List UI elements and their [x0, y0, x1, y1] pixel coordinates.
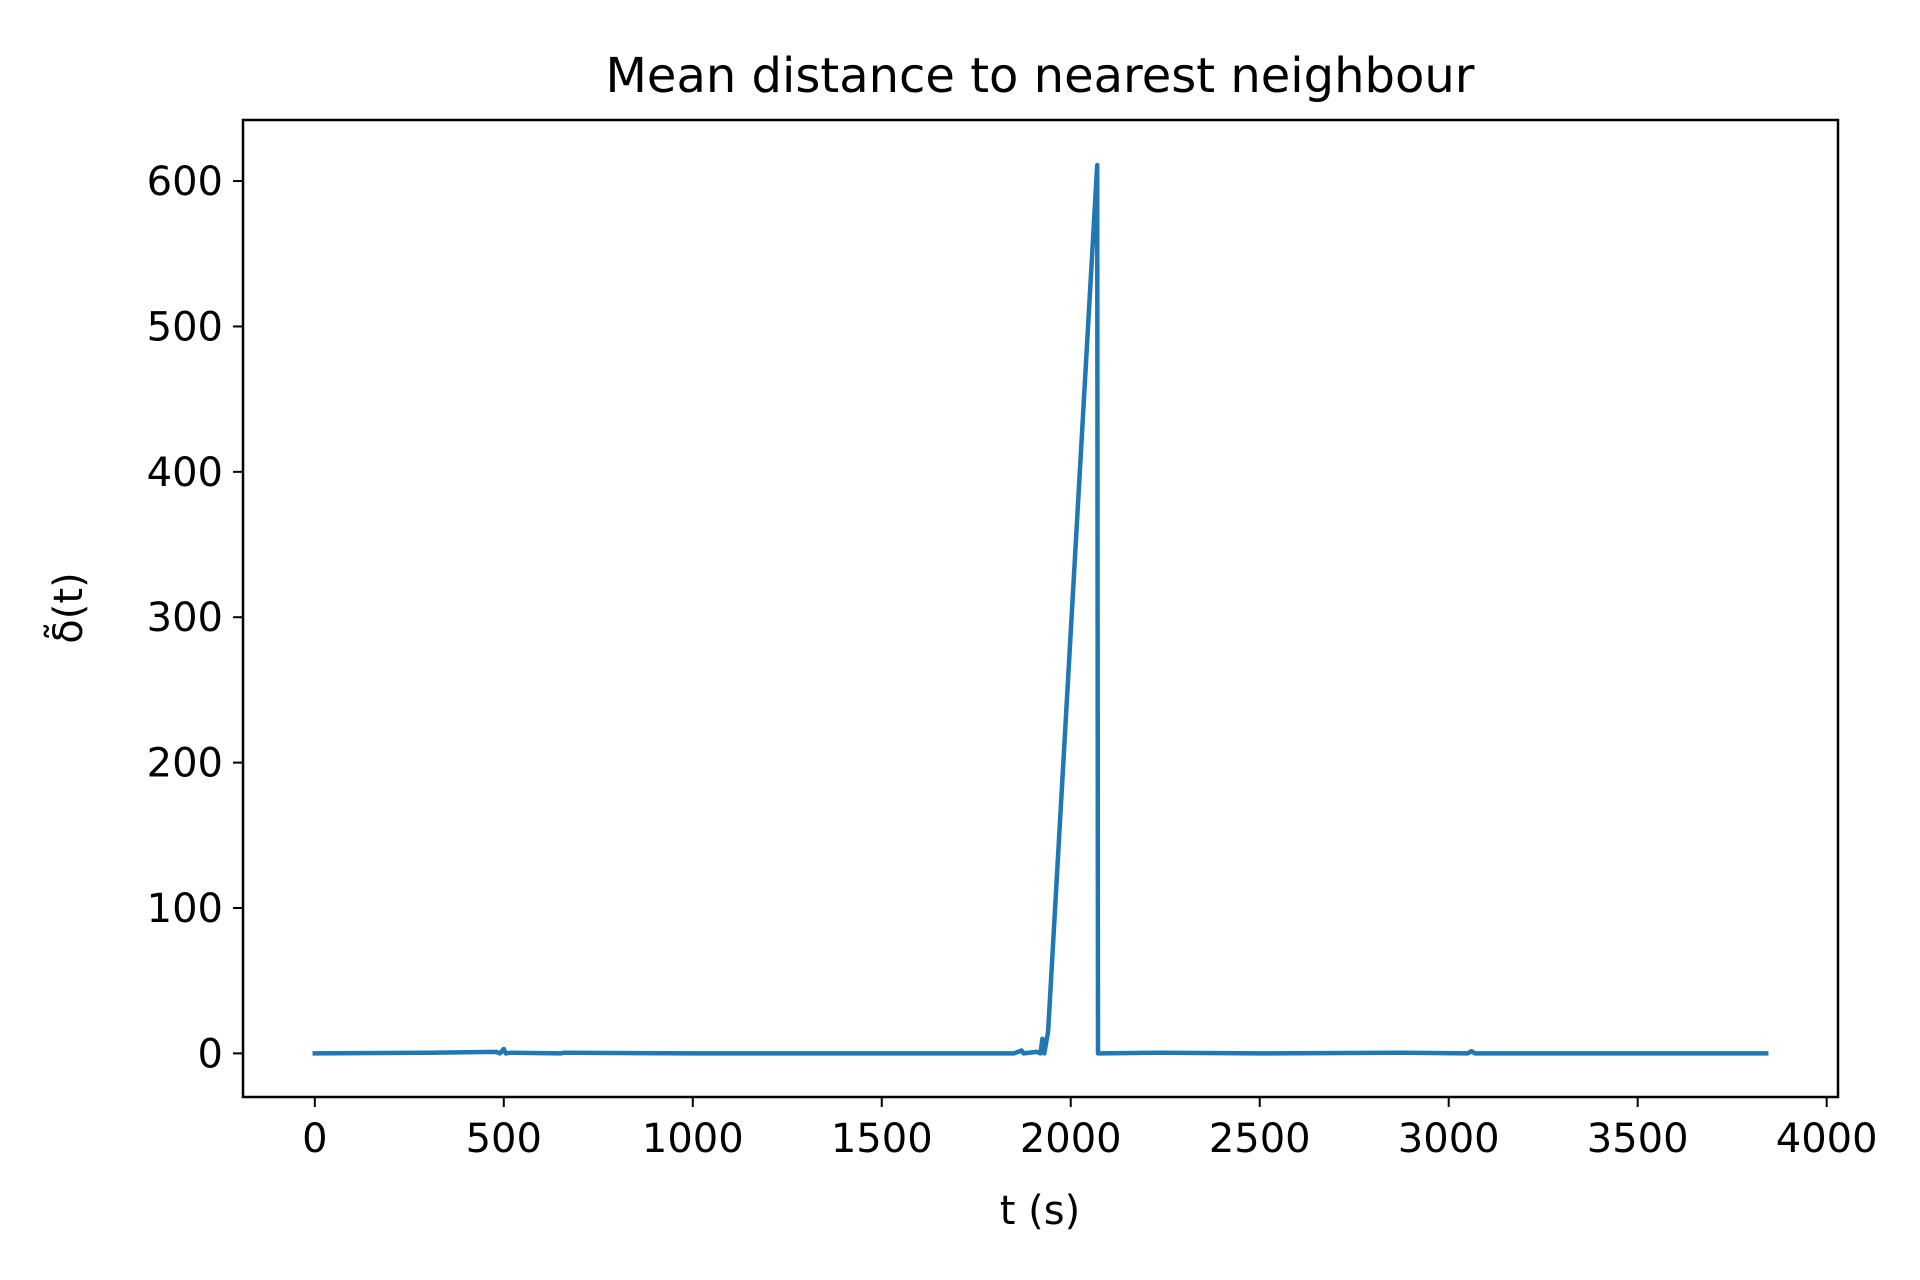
y-axis-label: δ̃(t) — [43, 572, 92, 643]
x-axis-label: t (s) — [1000, 1188, 1080, 1234]
x-tick-label: 500 — [466, 1116, 542, 1162]
plot-frame — [241, 118, 1840, 1099]
y-tick-label: 200 — [147, 741, 223, 787]
x-tick-label: 0 — [302, 1116, 327, 1162]
y-tick-label: 500 — [147, 304, 223, 350]
x-tick-label: 1000 — [642, 1116, 744, 1162]
y-tick-label: 400 — [147, 450, 223, 496]
y-axis: 0 100 200 300 400 500 600 — [147, 159, 243, 1077]
y-tick-label: 0 — [198, 1031, 223, 1077]
chart-title: Mean distance to nearest neighbour — [606, 48, 1475, 104]
series-line — [312, 162, 1769, 1056]
x-tick-label: 2500 — [1209, 1116, 1311, 1162]
x-tick-label: 1500 — [831, 1116, 933, 1162]
series-layer — [312, 162, 1769, 1056]
y-tick-label: 300 — [147, 595, 223, 641]
x-axis: 0 500 1000 1500 2000 2500 3000 3500 4000 — [302, 1097, 1878, 1162]
x-tick-label: 4000 — [1776, 1116, 1878, 1162]
y-tick-label: 600 — [147, 159, 223, 205]
x-tick-label: 3000 — [1398, 1116, 1500, 1162]
y-tick-label: 100 — [147, 886, 223, 932]
x-tick-label: 3500 — [1587, 1116, 1689, 1162]
x-tick-label: 2000 — [1020, 1116, 1122, 1162]
